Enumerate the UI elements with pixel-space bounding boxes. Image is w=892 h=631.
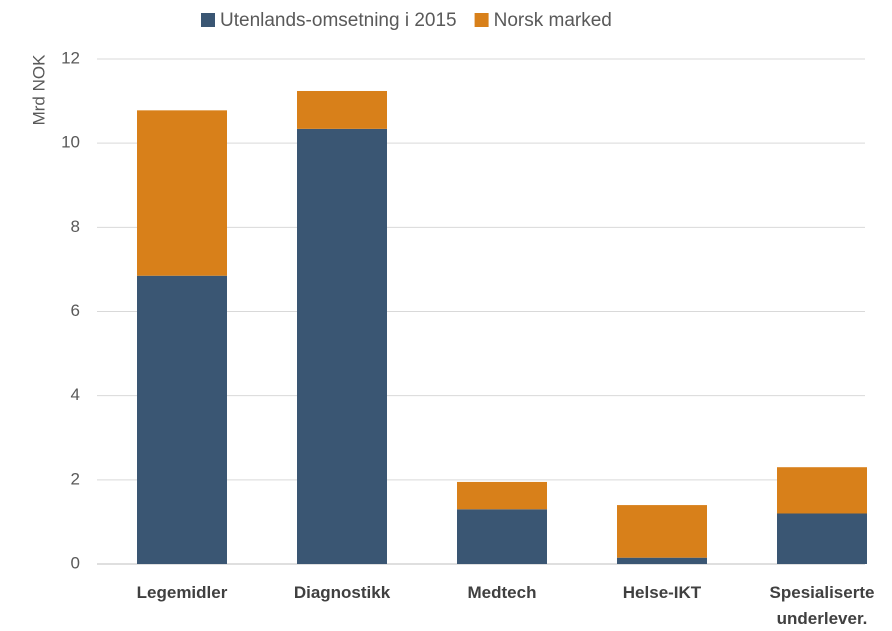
bar-segment bbox=[777, 467, 867, 514]
bar-segment bbox=[457, 509, 547, 564]
x-tick-label: Spesialiserte underlever. bbox=[769, 583, 875, 628]
y-tick-label: 6 bbox=[71, 301, 80, 320]
y-tick-label: 10 bbox=[61, 133, 80, 152]
bar-segment bbox=[617, 557, 707, 564]
x-tick-label: Medtech bbox=[467, 583, 537, 602]
bar-segment bbox=[297, 128, 387, 564]
legend-label: Utenlands-omsetning i 2015 bbox=[220, 10, 457, 31]
y-tick-label: 4 bbox=[71, 385, 80, 404]
bar-segment bbox=[137, 275, 227, 564]
bar-segment bbox=[297, 90, 387, 129]
bar-segment bbox=[137, 110, 227, 276]
bar-segment bbox=[617, 505, 707, 558]
x-tick-label: Diagnostikk bbox=[293, 583, 391, 602]
y-tick-label: 8 bbox=[71, 217, 80, 236]
legend-label: Norsk marked bbox=[494, 10, 612, 31]
y-axis-title: Mrd NOK bbox=[29, 54, 48, 126]
x-tick-label: Helse-IKT bbox=[622, 583, 702, 602]
legend-swatch bbox=[474, 13, 489, 27]
bar-segment bbox=[777, 513, 867, 564]
y-tick-label: 12 bbox=[61, 48, 80, 67]
x-tick-label: Legemidler bbox=[136, 583, 228, 602]
y-tick-label: 0 bbox=[71, 553, 80, 572]
bar-segment bbox=[457, 481, 547, 510]
legend-swatch bbox=[201, 13, 215, 27]
y-tick-label: 2 bbox=[71, 469, 80, 488]
